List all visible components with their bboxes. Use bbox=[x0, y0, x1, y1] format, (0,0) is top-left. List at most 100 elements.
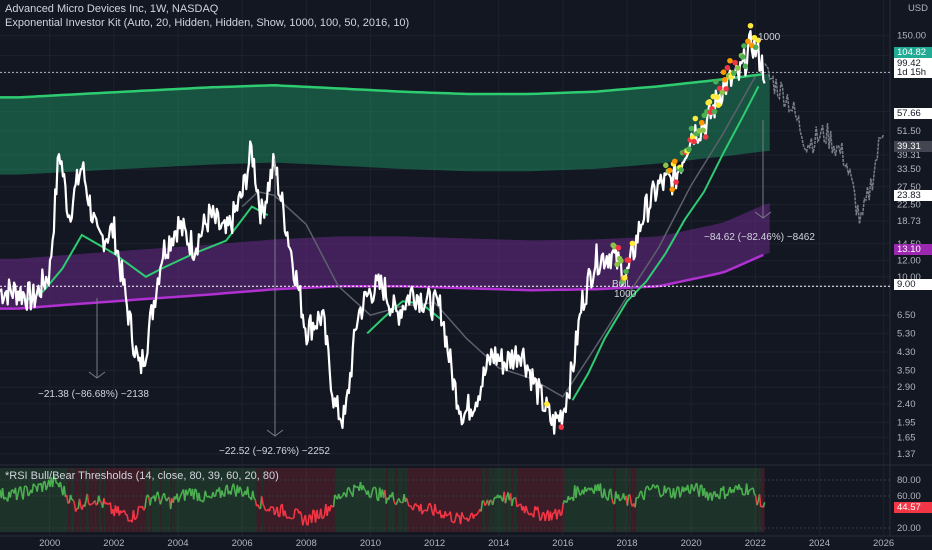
signal-dot bbox=[663, 162, 669, 169]
rsi-segment bbox=[555, 511, 559, 520]
rsi-segment bbox=[163, 493, 167, 499]
rsi-segment bbox=[640, 490, 644, 497]
rsi-bull-zone bbox=[564, 468, 614, 532]
rsi-segment bbox=[284, 510, 287, 517]
rsi-segment bbox=[435, 510, 439, 514]
rsi-segment bbox=[1, 487, 5, 500]
rsi-segment bbox=[144, 498, 148, 509]
rsi-segment bbox=[405, 497, 409, 504]
rsi-segment bbox=[32, 483, 36, 487]
rsi-segment bbox=[675, 486, 679, 493]
price-tag: 23.83 bbox=[894, 190, 932, 201]
bull-value: 1000 bbox=[614, 289, 637, 300]
signal-dot bbox=[615, 244, 622, 251]
rsi-segment bbox=[563, 499, 567, 503]
rsi-segment bbox=[15, 494, 19, 501]
rsi-segment bbox=[526, 510, 530, 515]
rsi-segment bbox=[620, 497, 623, 501]
time-tick-label: 2010 bbox=[360, 538, 381, 549]
rsi-segment bbox=[637, 496, 640, 499]
rsi-segment bbox=[733, 486, 736, 493]
signal-dot bbox=[688, 125, 695, 132]
rsi-bear-zone bbox=[74, 468, 80, 532]
rsi-tick-label: 20.00 bbox=[897, 523, 921, 534]
chart-title[interactable]: Advanced Micro Devices Inc, 1W, NASDAQ bbox=[5, 3, 219, 15]
rsi-segment bbox=[652, 483, 655, 487]
rsi-segment bbox=[461, 512, 464, 517]
trail-line-2 bbox=[366, 300, 442, 335]
rsi-segment bbox=[668, 488, 672, 498]
rsi-segment bbox=[312, 509, 315, 512]
rsi-legend[interactable]: *RSI Bull/Bear Thresholds (14, close, 80… bbox=[5, 470, 279, 482]
rsi-bull-zone bbox=[482, 468, 485, 532]
rsi-bear-zone bbox=[105, 468, 147, 532]
rsi-segment bbox=[273, 511, 277, 516]
rsi-segment bbox=[718, 487, 722, 500]
signal-dot bbox=[742, 63, 749, 70]
rsi-bull-zone bbox=[174, 468, 257, 532]
rsi-segment bbox=[762, 502, 766, 508]
rsi-segment bbox=[484, 503, 487, 507]
rsi-segment bbox=[528, 513, 531, 516]
rsi-bear-zone bbox=[395, 468, 398, 532]
rsi-segment bbox=[686, 484, 690, 493]
rsi-segment bbox=[78, 498, 82, 507]
rsi-segment bbox=[149, 497, 153, 506]
rsi-segment bbox=[63, 485, 67, 498]
signal-dot bbox=[544, 401, 550, 407]
rsi-segment bbox=[695, 482, 699, 491]
signal-dot bbox=[669, 186, 676, 193]
rsi-segment bbox=[253, 497, 256, 501]
rsi-segment bbox=[95, 503, 98, 506]
rsi-segment bbox=[91, 501, 95, 505]
rsi-segment bbox=[626, 494, 630, 506]
rsi-segment bbox=[146, 494, 150, 498]
rsi-segment bbox=[4, 496, 7, 500]
indicator-legend[interactable]: Exponential Investor Kit (Auto, 20, Hidd… bbox=[5, 17, 410, 29]
rsi-segment bbox=[22, 486, 26, 500]
rsi-segment bbox=[251, 490, 255, 499]
rsi-segment bbox=[559, 513, 563, 517]
rsi-segment bbox=[198, 492, 201, 502]
signal-dot bbox=[673, 179, 679, 185]
rsi-segment bbox=[604, 495, 608, 500]
rsi-segment bbox=[343, 491, 346, 495]
rsi-segment bbox=[409, 505, 413, 509]
rsi-segment bbox=[475, 513, 478, 517]
rsi-segment bbox=[51, 476, 55, 488]
rsi-segment bbox=[353, 484, 357, 488]
projection-line bbox=[764, 63, 885, 225]
rsi-segment bbox=[369, 492, 373, 498]
rsi-segment bbox=[19, 486, 23, 494]
rsi-bull-zone bbox=[146, 468, 151, 532]
rsi-bull-zone bbox=[387, 468, 396, 532]
bull-label: Bull bbox=[612, 279, 629, 290]
rsi-segment bbox=[752, 487, 756, 495]
time-tick-label: 2024 bbox=[809, 538, 830, 549]
price-tick-label: 1.95 bbox=[897, 417, 916, 428]
time-tick-label: 2020 bbox=[681, 538, 702, 549]
rsi-segment bbox=[9, 489, 13, 498]
drawdown-label: −84.62 (−82.46%) −8462 bbox=[704, 232, 815, 243]
rsi-segment bbox=[299, 511, 303, 516]
rsi-segment bbox=[257, 504, 260, 509]
rsi-segment bbox=[26, 487, 30, 497]
signal-dot bbox=[692, 115, 699, 122]
rsi-bear-zone bbox=[256, 468, 262, 532]
rsi-segment bbox=[393, 500, 396, 505]
rsi-segment bbox=[609, 488, 613, 499]
rsi-segment bbox=[89, 503, 92, 506]
rsi-segment bbox=[194, 488, 197, 491]
signal-dot bbox=[671, 158, 678, 165]
rsi-segment bbox=[330, 504, 333, 508]
rsi-segment bbox=[41, 481, 45, 492]
rsi-bull-zone bbox=[0, 468, 68, 532]
signal-dot bbox=[734, 65, 741, 71]
signal-dot bbox=[713, 78, 719, 85]
currency-label[interactable]: USD bbox=[907, 3, 928, 14]
rsi-segment bbox=[351, 484, 355, 497]
rsi-segment bbox=[136, 506, 140, 517]
rsi-segment bbox=[517, 503, 521, 507]
rsi-segment bbox=[202, 500, 205, 503]
